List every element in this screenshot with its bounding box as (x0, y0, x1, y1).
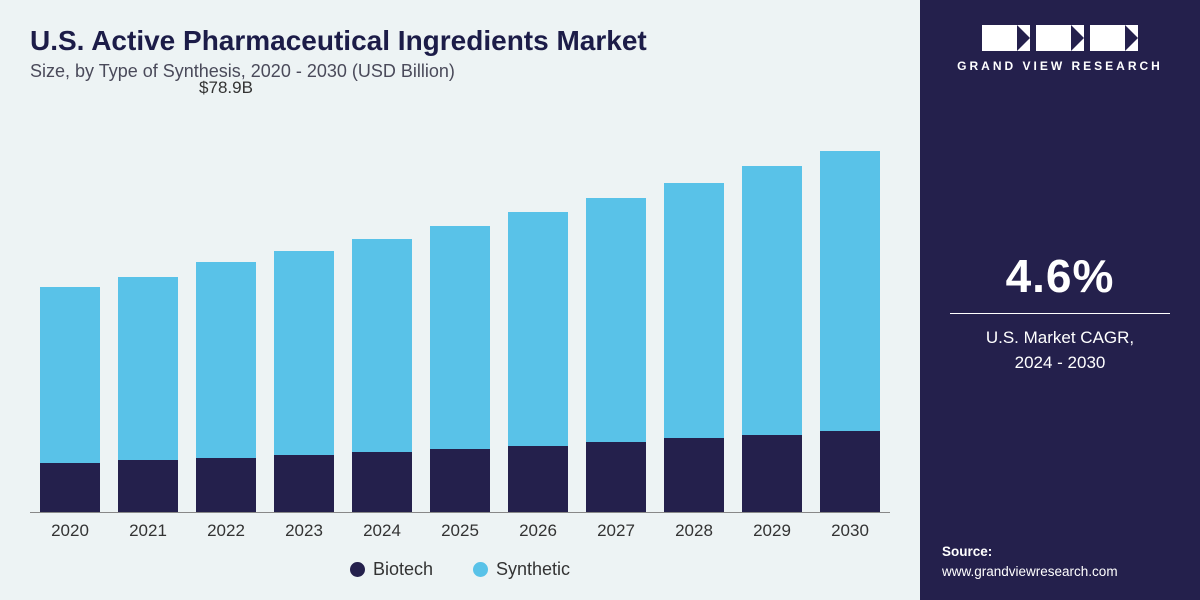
bar-segment-biotech (820, 431, 880, 512)
x-tick: 2030 (820, 521, 880, 541)
brand-logo: GRAND VIEW RESEARCH (942, 25, 1178, 73)
legend-label: Biotech (373, 559, 433, 580)
bar-segment-synthetic (118, 277, 178, 460)
source-label: Source: (942, 542, 1178, 562)
bar-stack: $78.9B (196, 102, 256, 512)
cagr-label-2: 2024 - 2030 (942, 351, 1178, 376)
source-url: www.grandviewresearch.com (942, 562, 1178, 582)
stat-block: 4.6% U.S. Market CAGR, 2024 - 2030 (942, 249, 1178, 375)
bar-column (664, 102, 724, 512)
x-tick: 2021 (118, 521, 178, 541)
bar-segment-biotech (430, 449, 490, 512)
bar-segment-synthetic (664, 183, 724, 438)
divider (950, 313, 1170, 314)
x-tick: 2028 (664, 521, 724, 541)
bar-stack (352, 102, 412, 512)
bar-column (586, 102, 646, 512)
chart-title: U.S. Active Pharmaceutical Ingredients M… (30, 25, 890, 57)
bar-segment-biotech (196, 458, 256, 512)
bar-segment-biotech (118, 460, 178, 512)
bar-column (118, 102, 178, 512)
logo-icon (982, 25, 1138, 51)
bar-column (40, 102, 100, 512)
bar-column (820, 102, 880, 512)
bar-stack (742, 102, 802, 512)
bar-segment-synthetic (742, 166, 802, 435)
bar-segment-biotech (664, 438, 724, 512)
x-tick: 2023 (274, 521, 334, 541)
bar-column (508, 102, 568, 512)
bar-column (352, 102, 412, 512)
bar-stack (508, 102, 568, 512)
cagr-label-1: U.S. Market CAGR, (942, 326, 1178, 351)
bar-segment-synthetic (274, 251, 334, 455)
bar-segment-synthetic (352, 239, 412, 452)
bar-segment-biotech (40, 463, 100, 512)
bar-stack (430, 102, 490, 512)
chart-container: $78.9B 202020212022202320242025202620272… (30, 102, 890, 580)
x-axis: 2020 2021 2022 2023 2024 2025 2026 2027 2028 2029… (30, 512, 890, 541)
x-tick: 2029 (742, 521, 802, 541)
bar-segment-synthetic (196, 262, 256, 457)
legend-swatch (350, 562, 365, 577)
bar-stack (118, 102, 178, 512)
bar-callout: $78.9B (199, 78, 253, 98)
legend: Biotech Synthetic (30, 541, 890, 580)
x-tick: 2022 (196, 521, 256, 541)
legend-label: Synthetic (496, 559, 570, 580)
bar-column (274, 102, 334, 512)
logo-text: GRAND VIEW RESEARCH (957, 59, 1163, 73)
bar-column (742, 102, 802, 512)
bar-stack (274, 102, 334, 512)
bar-segment-synthetic (40, 287, 100, 463)
stacked-bar-chart: $78.9B (30, 102, 890, 512)
x-tick: 2026 (508, 521, 568, 541)
bar-segment-synthetic (586, 198, 646, 442)
bar-segment-biotech (742, 435, 802, 512)
bar-segment-biotech (586, 442, 646, 512)
x-tick: 2020 (40, 521, 100, 541)
bar-segment-biotech (352, 452, 412, 512)
bar-segment-synthetic (430, 226, 490, 449)
bar-segment-synthetic (508, 212, 568, 445)
bar-column (430, 102, 490, 512)
bar-segment-biotech (508, 446, 568, 513)
bar-stack (664, 102, 724, 512)
bar-column: $78.9B (196, 102, 256, 512)
legend-swatch (473, 562, 488, 577)
x-tick: 2025 (430, 521, 490, 541)
legend-item: Biotech (350, 559, 433, 580)
bar-segment-synthetic (820, 151, 880, 431)
legend-item: Synthetic (473, 559, 570, 580)
cagr-value: 4.6% (942, 249, 1178, 303)
main-panel: U.S. Active Pharmaceutical Ingredients M… (0, 0, 920, 600)
source-block: Source: www.grandviewresearch.com (942, 542, 1178, 583)
bar-stack (586, 102, 646, 512)
chart-subtitle: Size, by Type of Synthesis, 2020 - 2030 … (30, 61, 890, 82)
bar-segment-biotech (274, 455, 334, 512)
x-tick: 2027 (586, 521, 646, 541)
bar-stack (820, 102, 880, 512)
bar-stack (40, 102, 100, 512)
x-tick: 2024 (352, 521, 412, 541)
sidebar: GRAND VIEW RESEARCH 4.6% U.S. Market CAG… (920, 0, 1200, 600)
